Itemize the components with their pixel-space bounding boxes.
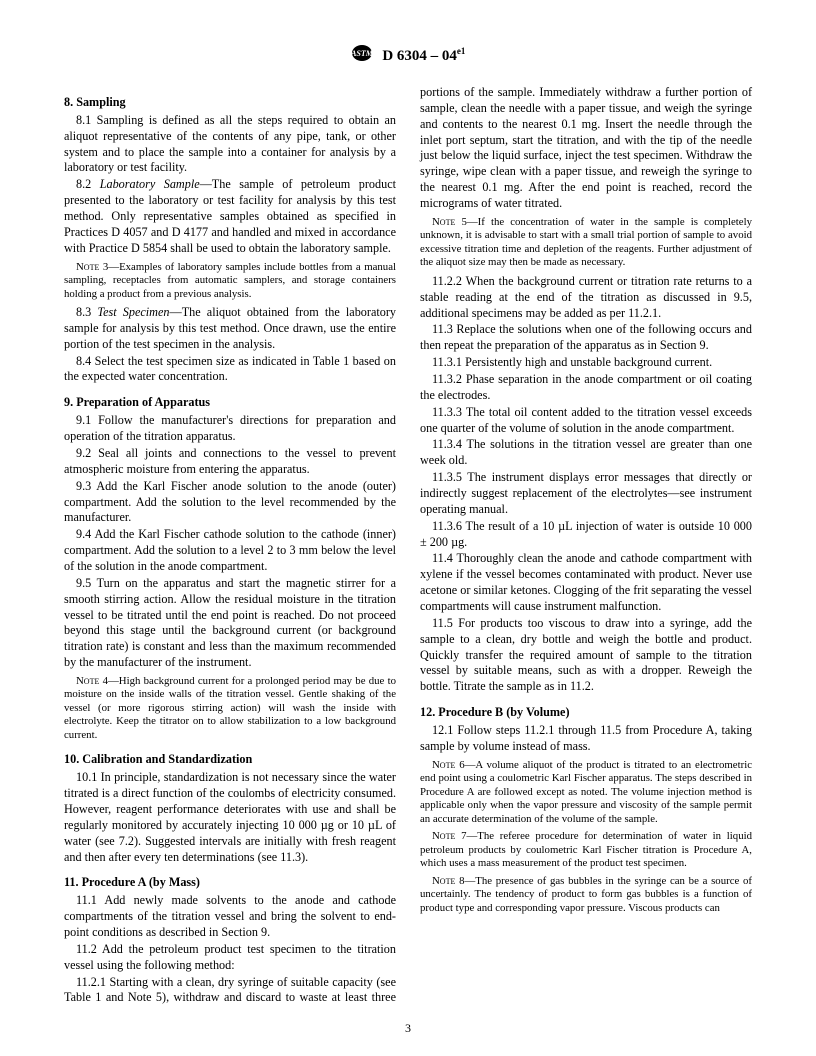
svg-text:ASTM: ASTM (351, 49, 373, 58)
body-paragraph: 11.3.4 The solutions in the titration ve… (420, 437, 752, 469)
body-paragraph: 12.1 Follow steps 11.2.1 through 11.5 fr… (420, 723, 752, 755)
body-paragraph: 11.4 Thoroughly clean the anode and cath… (420, 551, 752, 614)
section-heading: 10. Calibration and Standardization (64, 752, 396, 768)
note-paragraph: Note 4—High background current for a pro… (64, 675, 396, 742)
section-heading: 11. Procedure A (by Mass) (64, 875, 396, 891)
body-paragraph: 11.2 Add the petroleum product test spec… (64, 942, 396, 974)
body-paragraph: 9.2 Seal all joints and connections to t… (64, 446, 396, 478)
document-page: ASTM D 6304 – 04e1 8. Sampling 8.1 Sampli… (0, 0, 816, 1056)
designation-text: D 6304 – 04e1 (382, 46, 465, 65)
section-heading: 9. Preparation of Apparatus (64, 395, 396, 411)
note-paragraph: Note 7—The referee procedure for determi… (420, 830, 752, 870)
body-paragraph: 11.5 For products too viscous to draw in… (420, 616, 752, 695)
section-heading: 8. Sampling (64, 95, 396, 111)
section-heading: 12. Procedure B (by Volume) (420, 705, 752, 721)
body-paragraph: 11.2.2 When the background current or ti… (420, 274, 752, 322)
body-paragraph: 9.3 Add the Karl Fischer anode solution … (64, 479, 396, 527)
body-paragraph: 9.4 Add the Karl Fischer cathode solutio… (64, 527, 396, 575)
designation-superscript: e1 (457, 46, 466, 56)
note-paragraph: Note 6—A volume aliquot of the product i… (420, 759, 752, 826)
body-paragraph: 11.1 Add newly made solvents to the anod… (64, 893, 396, 941)
body-paragraph: 11.3 Replace the solutions when one of t… (420, 322, 752, 354)
body-paragraph: 8.3 Test Specimen—The aliquot obtained f… (64, 305, 396, 353)
body-paragraph: 10.1 In principle, standardization is no… (64, 770, 396, 865)
body-paragraph: 11.3.1 Persistently high and unstable ba… (420, 355, 752, 371)
body-paragraph: 11.3.6 The result of a 10 µL injection o… (420, 519, 752, 551)
body-paragraph: 8.4 Select the test specimen size as ind… (64, 354, 396, 386)
body-paragraph: 8.2 Laboratory Sample—The sample of petr… (64, 177, 396, 256)
note-paragraph: Note 8—The presence of gas bubbles in th… (420, 875, 752, 915)
body-paragraph: 11.3.2 Phase separation in the anode com… (420, 372, 752, 404)
astm-logo-icon: ASTM (351, 44, 373, 67)
body-paragraph: 9.5 Turn on the apparatus and start the … (64, 576, 396, 671)
two-column-body: 8. Sampling 8.1 Sampling is defined as al… (64, 85, 752, 1015)
body-paragraph: 11.3.3 The total oil content added to th… (420, 405, 752, 437)
designation-number: D 6304 – 04 (382, 48, 457, 64)
body-paragraph: 8.1 Sampling is defined as all the steps… (64, 113, 396, 176)
page-number: 3 (0, 1021, 816, 1036)
body-paragraph: 9.1 Follow the manufacturer's directions… (64, 413, 396, 445)
note-paragraph: Note 3—Examples of laboratory samples in… (64, 261, 396, 301)
body-paragraph: 11.3.5 The instrument displays error mes… (420, 470, 752, 518)
page-header: ASTM D 6304 – 04e1 (64, 44, 752, 67)
note-paragraph: Note 5—If the concentration of water in … (420, 216, 752, 270)
